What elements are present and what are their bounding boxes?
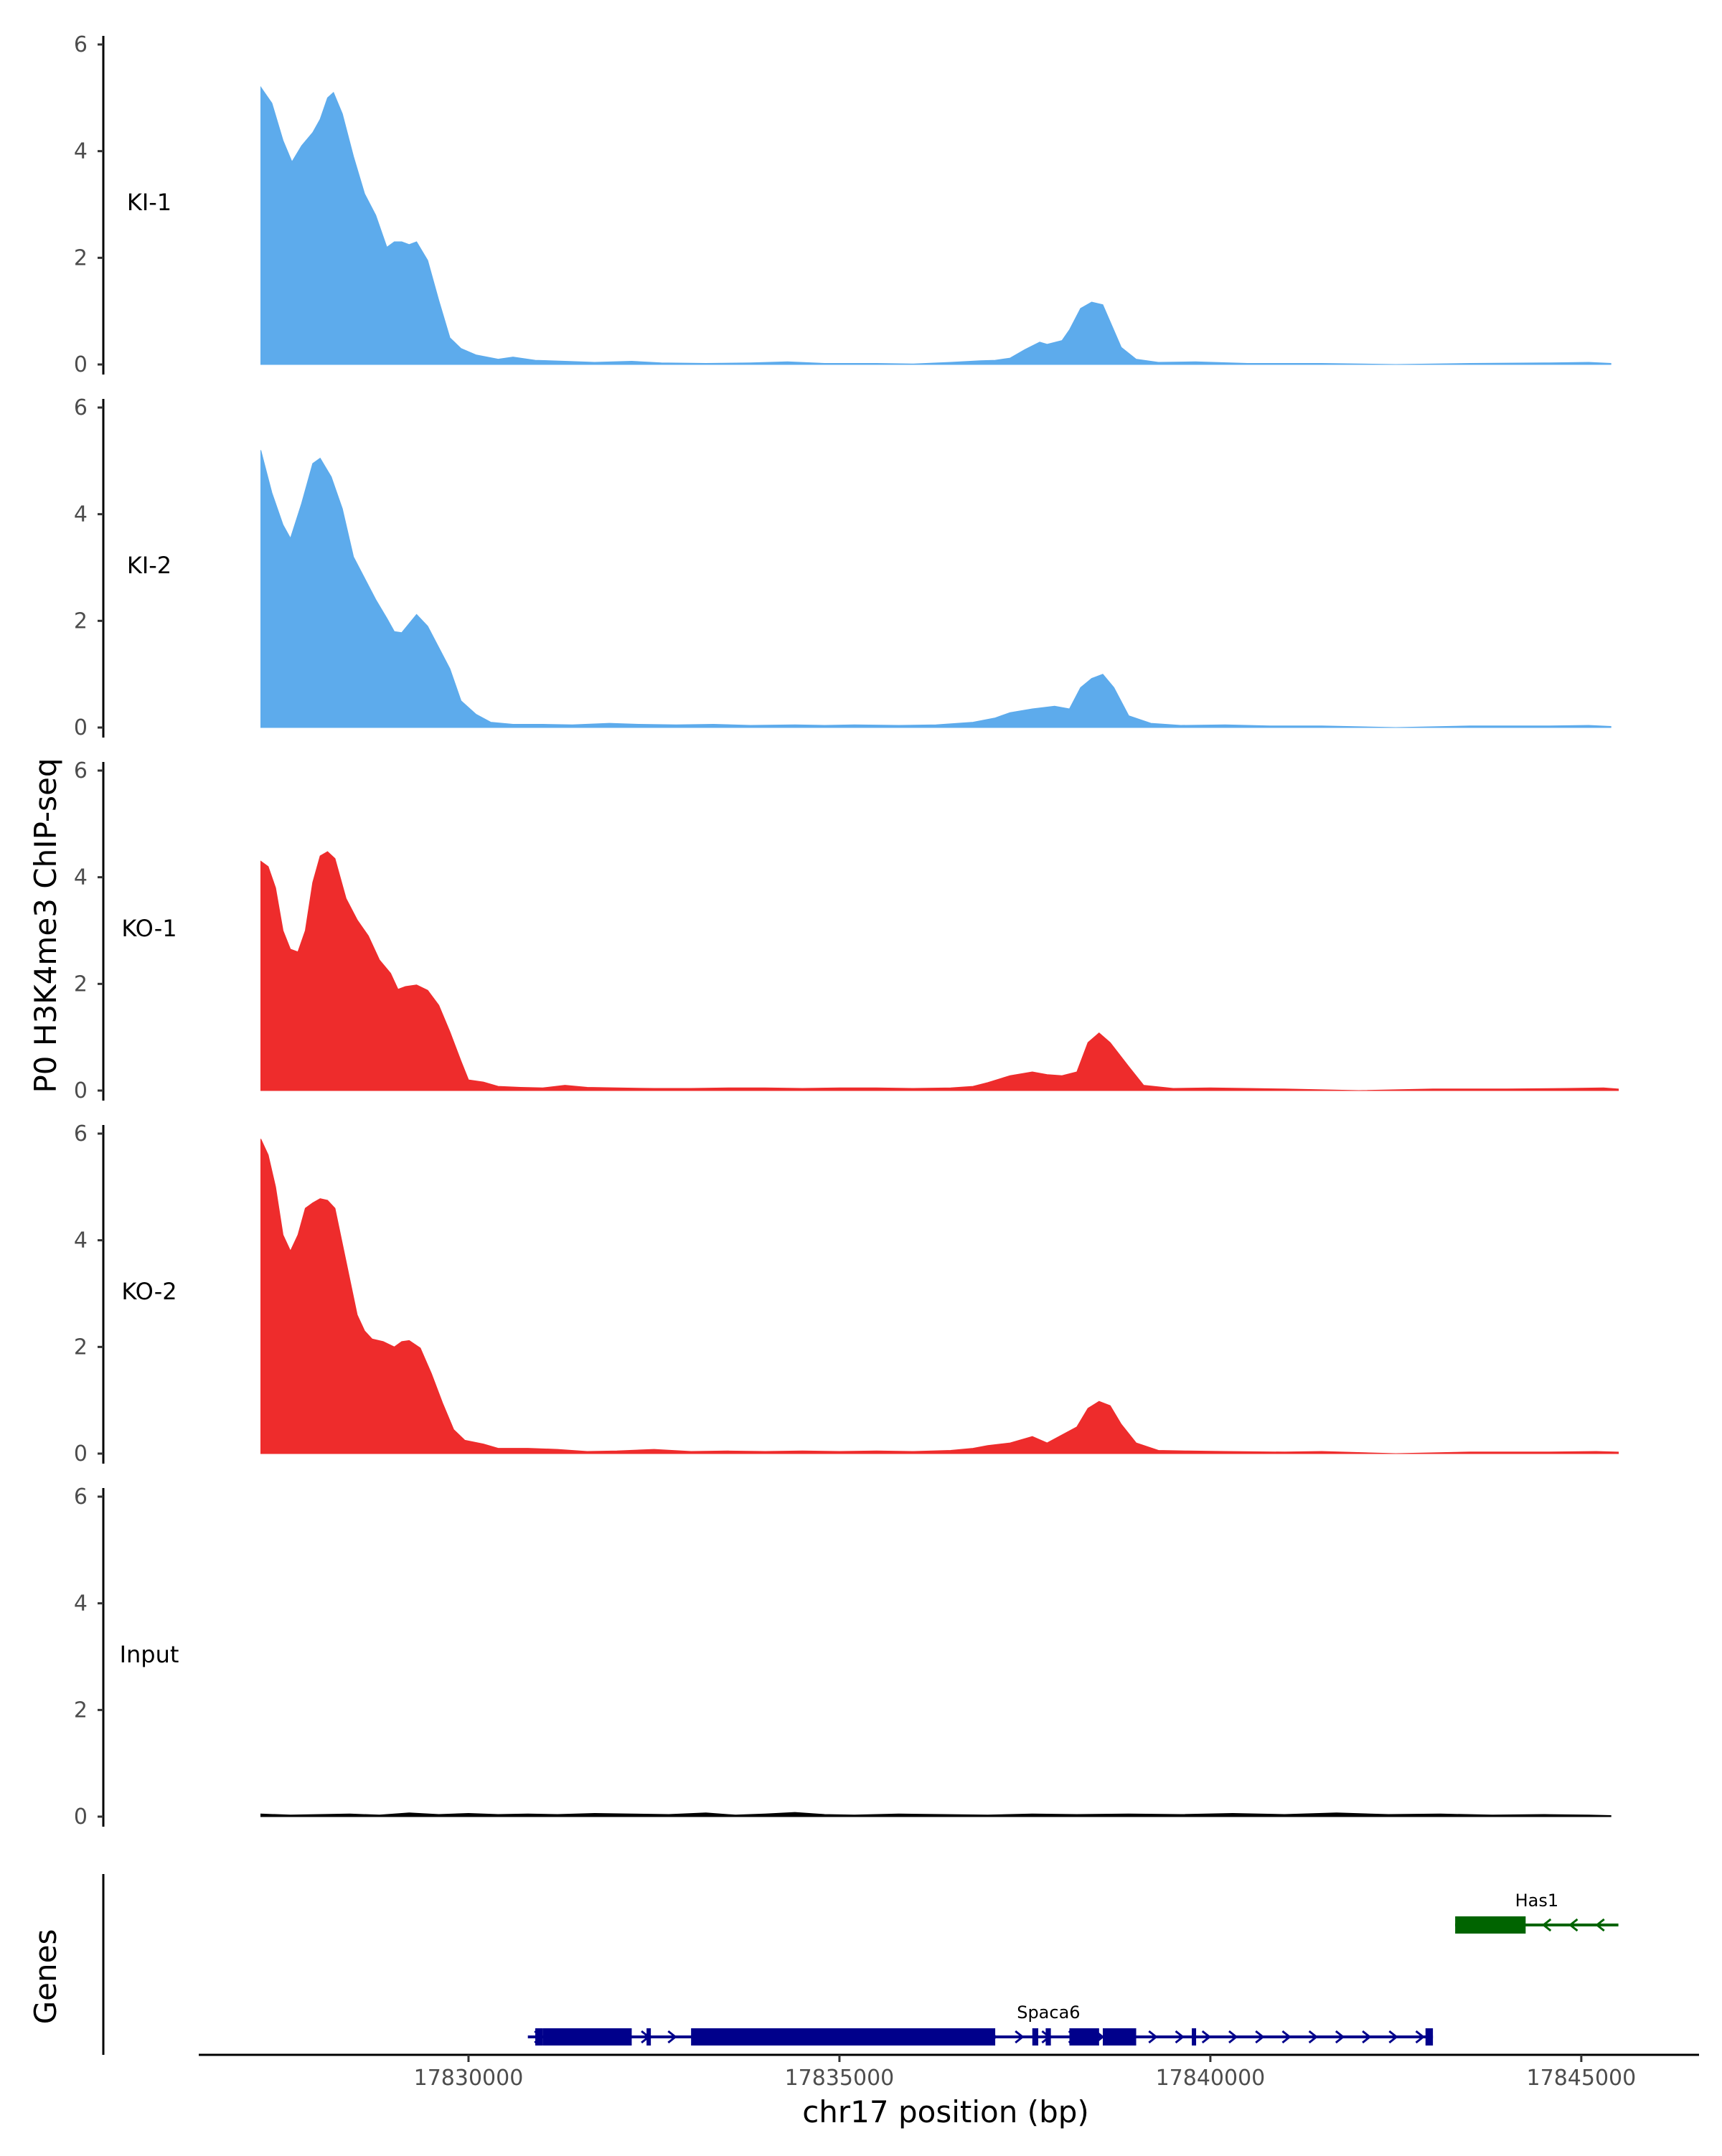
y-tick-label: 6 [74, 1484, 88, 1510]
gene-exon [1069, 2028, 1099, 2046]
x-tick-label: 17845000 [1527, 2066, 1637, 2091]
tracks-layer: 0 2 4 6 KI-1 0 2 4 6 KI-2 0 2 4 6 KO-1 0 2 4 6 KO-2 0 2 4 6 Inpu… [74, 32, 1619, 1830]
x-axis-title: chr17 position (bp) [802, 2094, 1089, 2129]
gene-spaca6: Spaca6 [527, 2002, 1434, 2046]
y-tick-label: 4 [74, 1591, 88, 1616]
strand-arrow [1415, 2030, 1425, 2044]
strand-arrow [1595, 1918, 1605, 1932]
gene-exon [535, 2028, 543, 2046]
y-tick-label: 6 [74, 395, 88, 420]
gene-exon [1045, 2028, 1051, 2046]
strand-arrow [1308, 2030, 1319, 2044]
gene-exon [1425, 2028, 1434, 2046]
signal-area-ki-1 [260, 85, 1612, 365]
genes-layer: Spaca6 Has1 [102, 1874, 1619, 2055]
signal-area-input [260, 1812, 1612, 1817]
y-tick-label: 0 [74, 1804, 88, 1830]
track-label-ki-1: KI-1 [127, 189, 171, 216]
track-input: 0 2 4 6 Input [74, 1484, 1612, 1830]
y-tick-label: 4 [74, 865, 88, 890]
y-tick-label: 2 [74, 1698, 88, 1723]
y-tick-label: 4 [74, 502, 88, 527]
y-tick-label: 2 [74, 1334, 88, 1360]
strand-arrow [1175, 2030, 1185, 2044]
y-tick-label: 0 [74, 1441, 88, 1467]
y-tick-label: 6 [74, 758, 88, 783]
track-label-ki-2: KI-2 [127, 552, 171, 579]
strand-arrow [1388, 2030, 1398, 2044]
y-tick-label: 0 [74, 715, 88, 740]
y-tick-label: 2 [74, 971, 88, 997]
gene-label: Spaca6 [1017, 2002, 1080, 2023]
gene-exon [1102, 2028, 1137, 2046]
track-ki-1: 0 2 4 6 KI-1 [74, 32, 1612, 377]
y-tick-label: 4 [74, 1228, 88, 1253]
genes-axis-title: Genes [28, 1929, 63, 2025]
x-axis: 17830000 17835000 17840000 17845000 [199, 2053, 1699, 2091]
strand-arrow [1148, 2030, 1158, 2044]
strand-arrow [1228, 2030, 1238, 2044]
y-tick-label: 2 [74, 608, 88, 634]
signal-area-ko-2 [260, 1139, 1619, 1454]
gene-exon [542, 2028, 632, 2046]
y-tick-label: 2 [74, 245, 88, 270]
signal-area-ko-1 [260, 851, 1619, 1091]
y-axis-title: P0 H3K4me3 ChIP-seq [28, 758, 63, 1093]
track-label-input: Input [120, 1641, 179, 1668]
x-tick-label: 17835000 [785, 2066, 895, 2091]
track-label-ko-1: KO-1 [121, 915, 177, 942]
strand-arrow [1201, 2030, 1212, 2044]
strand-arrow [667, 2030, 677, 2044]
gene-exon [691, 2028, 996, 2046]
y-tick-label: 0 [74, 352, 88, 377]
strand-arrow [1335, 2030, 1345, 2044]
gene-exon [646, 2028, 651, 2046]
gene-exon [1455, 1916, 1526, 1934]
track-label-ko-2: KO-2 [121, 1278, 177, 1305]
strand-arrow [1362, 2030, 1372, 2044]
strand-arrow [1015, 2030, 1025, 2044]
strand-arrow [1541, 1918, 1552, 1932]
y-tick-label: 6 [74, 1121, 88, 1147]
gene-exon [1032, 2028, 1039, 2046]
strand-arrow [1281, 2030, 1292, 2044]
track-ko-1: 0 2 4 6 KO-1 [74, 758, 1619, 1103]
gene-has1: Has1 [1455, 1891, 1619, 1934]
y-tick-label: 6 [74, 32, 88, 57]
strand-arrow [1255, 2030, 1265, 2044]
x-tick-label: 17840000 [1156, 2066, 1266, 2091]
track-ko-2: 0 2 4 6 KO-2 [74, 1121, 1619, 1467]
x-tick-label: 17830000 [414, 2066, 524, 2091]
signal-area-ki-2 [260, 450, 1612, 728]
track-ki-2: 0 2 4 6 KI-2 [74, 395, 1612, 740]
gene-exon [1192, 2028, 1197, 2046]
strand-arrow [1568, 1918, 1578, 1932]
gene-label: Has1 [1515, 1891, 1559, 1911]
y-tick-label: 4 [74, 139, 88, 164]
y-tick-label: 0 [74, 1078, 88, 1103]
